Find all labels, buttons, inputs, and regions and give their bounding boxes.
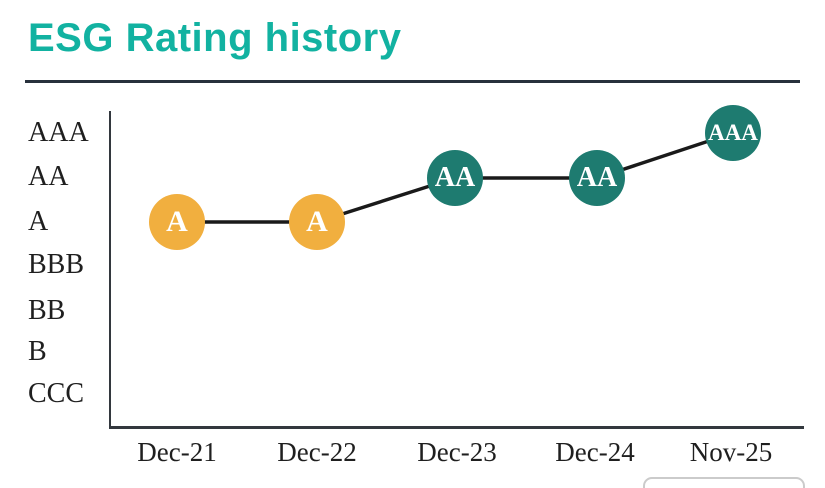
x-tick-label-dec-24: Dec-24 — [555, 437, 635, 467]
data-point-dec-22: A — [289, 194, 345, 250]
x-tick-label-dec-22: Dec-22 — [277, 437, 357, 467]
data-point-label: AA — [576, 162, 618, 193]
y-tick-label-aa: AA — [28, 161, 69, 192]
data-point-label: AA — [434, 162, 476, 193]
x-axis-line — [109, 426, 804, 429]
page-title: ESG Rating history — [28, 16, 402, 60]
x-tick-label-dec-23: Dec-23 — [417, 437, 497, 467]
y-tick-label-bbb: BBB — [28, 249, 85, 280]
data-point-label: AAA — [708, 120, 758, 145]
x-tick-label-nov-25: Nov-25 — [689, 437, 773, 467]
title-divider — [25, 80, 800, 83]
data-point-label: A — [306, 205, 328, 238]
y-tick-label-a: A — [28, 206, 49, 237]
y-axis-line — [109, 111, 111, 428]
y-tick-label-aaa: AAA — [28, 117, 89, 148]
data-point-label: A — [166, 205, 188, 238]
data-point-dec-23: AA — [427, 150, 483, 206]
y-tick-label-b: B — [28, 336, 47, 367]
data-point-dec-24: AA — [569, 150, 625, 206]
x-tick-label-dec-21: Dec-21 — [137, 437, 217, 467]
data-point-dec-21: A — [149, 194, 205, 250]
data-point-nov-25: AAA — [705, 105, 761, 161]
y-tick-label-bb: BB — [28, 295, 66, 326]
cutoff-button-outline[interactable] — [643, 477, 805, 488]
y-tick-label-ccc: CCC — [28, 378, 85, 409]
